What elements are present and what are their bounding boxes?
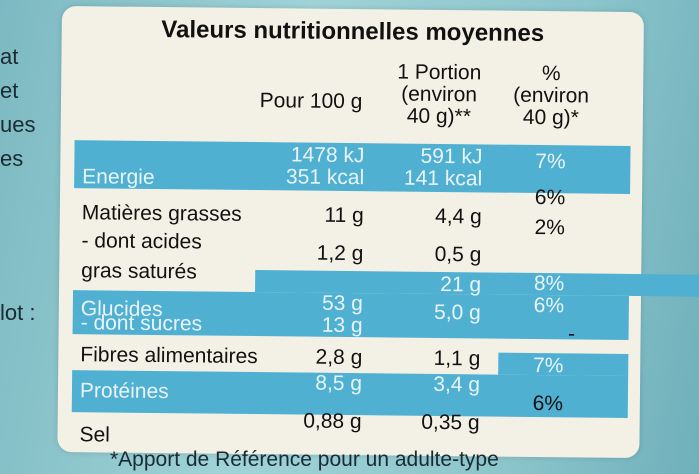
row-percent: 7% [532,353,564,378]
row-label: - dont sucres [80,311,203,336]
row-per100: 8,5 g [315,371,363,396]
row-percent: 6% [534,185,566,210]
header-portion-line: (environ [401,82,478,107]
row-per100: 13 g [321,313,363,338]
row-portion: 3,4 g [433,372,481,397]
row-percent: 2% [534,215,565,240]
footnote: *Apport de Référence pour un adulte-type [110,448,499,471]
edge-text-fragments: at et ues es [0,40,36,176]
edge-fragment: et [0,78,19,103]
edge-fragment: ues [0,112,36,137]
row-label: Sel [79,423,110,447]
column-headers: Pour 100 g 1 Portion (environ 40 g)** % … [61,58,644,144]
row-percent: - [567,322,576,346]
header-portion: 1 Portion (environ 40 g)** [379,60,500,129]
row-per100: 2,8 g [315,345,363,370]
row-percent: 8% [533,271,565,296]
edge-fragment: es [0,146,24,171]
row-per100: 1478 kJ [290,143,365,168]
header-percent-line: (environ [513,83,590,108]
row-per100: 53 g [321,291,364,316]
header-per100: Pour 100 g [259,89,363,114]
edge-lot-label: lot : [0,300,36,325]
row-per100: 351 kcal [285,165,365,190]
row-portion: 4,4 g [434,204,482,229]
row-portion: 0,5 g [434,242,482,267]
row-label: - dont acides [81,229,202,254]
row-percent: 7% [535,149,566,174]
row-label: Fibres alimentaires [80,343,258,369]
row-percent: 6% [533,293,565,318]
row-portion: 0,35 g [421,410,480,435]
row-label: Energie [82,165,155,189]
row-per100: 11 g [324,203,364,228]
row-label: gras saturés [81,259,197,284]
header-portion-line: 40 g)** [406,104,472,129]
header-percent-line: % [541,62,561,86]
row-portion: 5,0 g [433,300,481,325]
header-percent: % (environ 40 g)* [501,62,602,130]
row-per100: 1,2 g [316,241,364,266]
row-portion: 141 kcal [403,166,483,191]
header-portion-line: 1 Portion [397,60,482,85]
header-percent-line: 40 g)* [522,105,579,130]
panel-title: Valeurs nutritionnelles moyennes [161,16,545,48]
row-portion: 21 g [440,272,482,297]
edge-fragment: at [0,44,19,69]
row-percent: 6% [532,391,564,416]
row-label: Protéines [79,379,169,404]
row-portion: 1,1 g [433,346,481,371]
row-label: Matières grasses [81,201,242,226]
row-per100: 0,88 g [303,409,362,434]
nutrition-panel: Valeurs nutritionnelles moyennes Pour 10… [57,6,699,459]
row-portion: 591 kJ [420,144,483,169]
